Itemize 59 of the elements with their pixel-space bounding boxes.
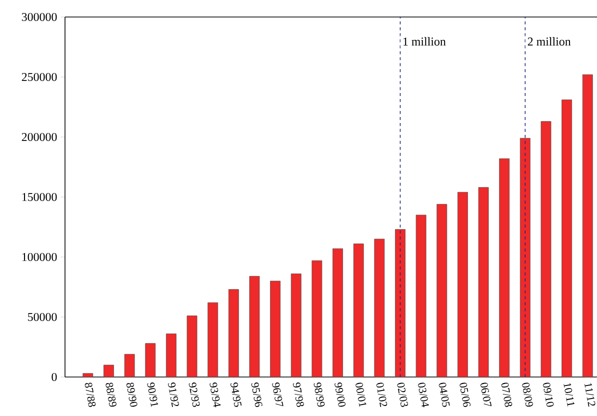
bar [228,289,239,378]
y-tick-label: 50000 [28,312,57,322]
bar [353,244,364,378]
x-tick-label: 07/08 [501,382,512,407]
bar [82,373,94,378]
x-tick-label: 89/90 [126,382,138,407]
x-tick-label: 11/12 [584,382,596,407]
x-tick-label: 96/97 [272,382,284,406]
bar [145,343,156,378]
bar [478,187,489,378]
x-tick-label: 05/06 [460,382,471,407]
bar [374,238,385,378]
y-tick-label: 0 [52,372,57,382]
y-tick-label: 250000 [22,72,57,82]
bar [124,354,135,378]
y-tick-label: 150000 [22,192,57,202]
x-tick-label: 93/94 [210,382,221,408]
y-tick-label: 200000 [22,132,57,142]
bar [436,204,448,378]
x-tick-label: 91/92 [168,382,179,408]
x-tick-label: 88/89 [106,382,116,407]
bar [540,121,552,378]
x-tick-label: 99/00 [334,382,346,407]
y-tick-label: 100000 [22,252,57,262]
x-tick-label: 03/04 [418,382,429,408]
bar [186,316,198,378]
x-tick-label: 02/03 [397,382,408,407]
x-tick-label: 98/99 [314,382,325,407]
x-tick-label: 94/95 [230,382,242,407]
bar [270,280,281,378]
x-tick-label: 87/88 [84,382,96,407]
bar [312,260,322,378]
x-tick-label: 08/09 [522,382,533,407]
x-tick-label: 09/10 [542,382,554,407]
bar [582,74,593,378]
bar [249,276,260,378]
bar [290,274,302,378]
x-tick-label: 97/98 [292,382,304,407]
bar [395,229,406,378]
bar [104,364,114,378]
bar [458,192,468,378]
x-tick-label: 10/11 [564,382,574,407]
x-tick-label: 95/96 [251,382,262,407]
x-tick-label: 00/01 [356,382,366,407]
bar [520,138,530,378]
bar [499,158,510,378]
bar [208,302,218,378]
ref-line-label: 2 million [528,37,571,46]
x-tick-label: 92/93 [188,382,200,407]
ref-line-label: 1 million [403,37,446,46]
bar [562,100,572,378]
x-tick-label: 90/91 [147,382,158,407]
x-tick-label: 06/07 [480,382,492,406]
bar [166,334,176,378]
y-tick-label: 300000 [22,12,57,22]
bar [416,214,426,378]
bar [332,248,343,378]
x-tick-label: 01/02 [376,382,388,408]
x-tick-label: 04/05 [438,382,450,407]
